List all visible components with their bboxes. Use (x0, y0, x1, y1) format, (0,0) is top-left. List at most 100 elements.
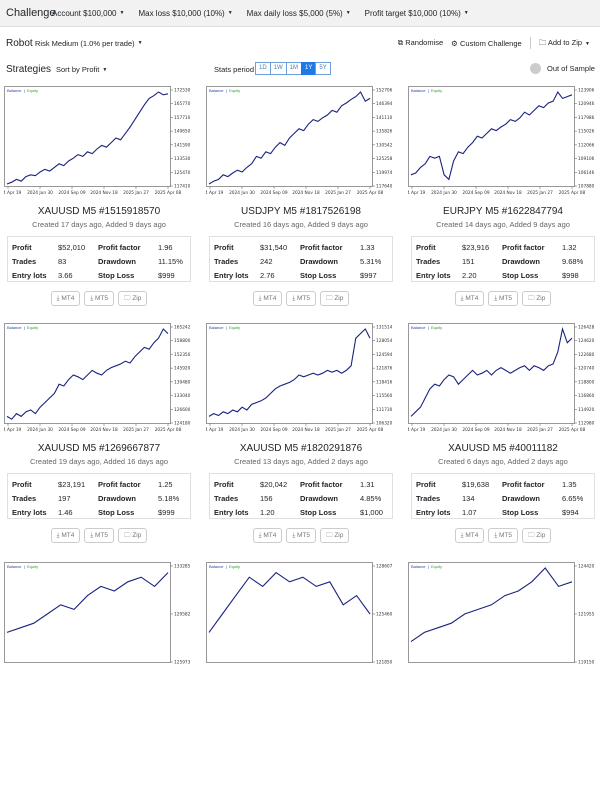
download-mt4-button[interactable]: ⤓ MT4 (454, 528, 485, 543)
x-tick-label: 2024 Apr 19 (408, 427, 426, 433)
x-tick-label: 2024 Sep 09 (260, 427, 287, 433)
strategy-card[interactable]: Balance | Equity 124420 121955 119150 (408, 562, 598, 787)
download-mt5-button[interactable]: ⤓ MT5 (84, 291, 115, 306)
account-dropdown[interactable]: Account $100,000 ▼ (52, 9, 124, 18)
download-zip-button[interactable]: 🗀 Zip (320, 528, 350, 543)
stat-label: Trades (416, 257, 441, 266)
strategy-title[interactable]: XAUUSD M5 #1515918570 (37, 206, 161, 217)
custom-challenge-button[interactable]: ⚙ Custom Challenge (451, 39, 522, 48)
download-buttons: ⤓ MT4 ⤓ MT5 🗀 Zip (4, 291, 194, 306)
max-daily-loss-label: Max daily loss $5,000 (5%) (246, 8, 343, 18)
strategy-card[interactable]: Balance | Equity 131514 128054 124594 121876 11… (206, 323, 396, 548)
download-mt4-button[interactable]: ⤓ MT4 (50, 291, 81, 306)
balance-line (410, 326, 573, 417)
download-mt4-button[interactable]: ⤓ MT4 (50, 528, 81, 543)
y-tick-label: 126600 (174, 407, 191, 413)
stat-value: 1.25 (158, 480, 173, 489)
y-tick-label: 131514 (376, 325, 393, 331)
randomise-button[interactable]: ⧉ Randomise (398, 38, 443, 48)
balance-line (6, 91, 169, 185)
period-1w[interactable]: 1W (269, 62, 287, 75)
x-tick-label: 2025 Apr 08 (559, 190, 586, 196)
period-1y[interactable]: 1Y (301, 62, 317, 75)
stats-row: Trades 156 Drawdown 4.85% (210, 491, 394, 505)
add-to-zip-button[interactable]: 🗀 Add to Zip ▼ (539, 37, 590, 50)
period-1d[interactable]: 1D (255, 62, 271, 75)
legend-separator: | (226, 88, 227, 93)
strategy-title[interactable]: XAUUSD M5 #40011182 (448, 443, 558, 454)
max-loss-dropdown[interactable]: Max loss $10,000 (10%) ▼ (138, 9, 232, 18)
robot-bar: Robot Risk Medium (1.0% per trade) ▼ ⧉ Ra… (0, 33, 600, 53)
strategy-title[interactable]: XAUUSD M5 #1269667877 (37, 443, 161, 454)
caret-down-icon: ▼ (585, 40, 590, 47)
x-tick-label: 2025 Apr 08 (559, 427, 586, 433)
plot-frame (408, 86, 575, 187)
sort-dropdown[interactable]: Sort by Profit ▼ (56, 65, 107, 74)
profit-target-dropdown[interactable]: Profit target $10,000 (10%) ▼ (365, 9, 469, 18)
strategy-title[interactable]: XAUUSD M5 #1820291876 (239, 443, 363, 454)
out-of-sample-toggle[interactable]: Out of Sample (530, 63, 595, 74)
strategy-title[interactable]: EURJPY M5 #1622847794 (443, 206, 563, 217)
strategy-title[interactable]: USDJPY M5 #1817526198 (241, 206, 361, 217)
strategy-card[interactable]: Balance | Equity 126428 124620 122680 120740 11… (408, 323, 598, 548)
strategy-card[interactable]: Balance | Equity 165242 158800 152350 145920 13… (4, 323, 194, 548)
download-mt5-button[interactable]: ⤓ MT5 (286, 528, 317, 543)
download-zip-button[interactable]: 🗀 Zip (118, 528, 148, 543)
strategy-created: Created 19 days ago, Added 16 days ago (29, 457, 169, 466)
y-tick-label: 125258 (376, 156, 393, 162)
legend-separator: | (226, 325, 227, 330)
stats-row: Entry lots 3.66 Stop Loss $999 (8, 268, 192, 282)
stats-row: Entry lots 2.76 Stop Loss $997 (210, 268, 394, 282)
y-tick-label: 141590 (174, 142, 191, 148)
strategy-card[interactable]: Balance | Equity 133285 129582 125973 (4, 562, 194, 787)
strategy-card[interactable]: Balance | Equity 123906 120946 117986 115026 11… (408, 86, 598, 311)
stat-value: 1.96 (158, 243, 173, 252)
download-mt4-button[interactable]: ⤓ MT4 (454, 291, 485, 306)
stat-value: $998 (562, 271, 579, 280)
risk-dropdown[interactable]: Risk Medium (1.0% per trade) ▼ (35, 39, 143, 48)
strategy-card[interactable]: Balance | Equity 128607 125460 121850 (206, 562, 396, 787)
strategy-created: Created 17 days ago, Added 9 days ago (32, 220, 166, 229)
max-daily-loss-dropdown[interactable]: Max daily loss $5,000 (5%) ▼ (247, 9, 351, 18)
equity-chart: Balance | Equity 123906 120946 117986 115026 11… (408, 86, 595, 196)
plot-frame (4, 562, 171, 663)
legend-separator: | (24, 88, 25, 93)
y-tick-label: 121955 (578, 612, 595, 618)
stat-label: Drawdown (98, 494, 136, 503)
download-mt5-button[interactable]: ⤓ MT5 (488, 291, 519, 306)
stat-label: Profit (214, 243, 234, 252)
download-mt5-button[interactable]: ⤓ MT5 (488, 528, 519, 543)
stats-row: Trades 83 Drawdown 11.15% (8, 254, 192, 268)
legend-balance: Balance (411, 564, 426, 569)
download-mt5-button[interactable]: ⤓ MT5 (286, 291, 317, 306)
y-tick-label: 121850 (376, 660, 393, 666)
stat-label: Profit factor (502, 243, 545, 252)
download-zip-button[interactable]: 🗀 Zip (320, 291, 350, 306)
stat-label: Drawdown (300, 494, 338, 503)
download-mt4-button[interactable]: ⤓ MT4 (252, 291, 283, 306)
plot-frame (4, 86, 171, 187)
stats-row: Entry lots 1.20 Stop Loss $1,000 (210, 505, 394, 519)
download-zip-button[interactable]: 🗀 Zip (118, 291, 148, 306)
strategy-created: Created 16 days ago, Added 9 days ago (234, 220, 368, 229)
period-1m[interactable]: 1M (285, 62, 303, 75)
y-tick-label: 133040 (174, 393, 191, 399)
period-5y[interactable]: 5Y (315, 62, 331, 75)
stat-label: Trades (12, 494, 37, 503)
caret-down-icon: ▼ (102, 66, 108, 73)
strategy-card[interactable]: Balance | Equity 172530 165770 157710 149650 14… (4, 86, 194, 311)
download-zip-button[interactable]: 🗀 Zip (522, 528, 552, 543)
x-tick-label: 2024 Nov 18 (292, 427, 320, 433)
download-mt4-button[interactable]: ⤓ MT4 (252, 528, 283, 543)
download-zip-button[interactable]: 🗀 Zip (522, 291, 552, 306)
stats-row: Profit $52,010 Profit factor 1.96 (8, 240, 192, 254)
y-tick-label: 125973 (174, 660, 191, 666)
x-tick-label: 2024 Apr 19 (206, 427, 224, 433)
caret-down-icon: ▼ (227, 10, 233, 16)
toggle-knob[interactable] (530, 63, 541, 74)
legend-equity: Equity (27, 88, 38, 93)
strategy-card[interactable]: Balance | Equity 152706 146394 141110 135826 13… (206, 86, 396, 311)
download-mt5-button[interactable]: ⤓ MT5 (84, 528, 115, 543)
y-tick-label: 117410 (174, 184, 191, 190)
legend-equity: Equity (431, 325, 442, 330)
